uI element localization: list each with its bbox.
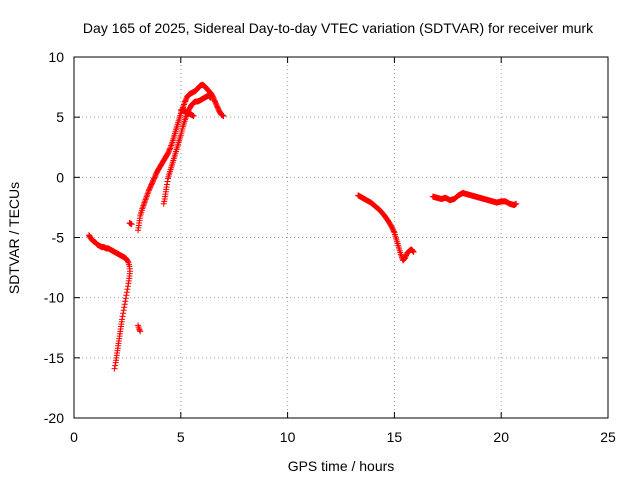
data-point xyxy=(124,258,131,265)
data-point xyxy=(122,298,129,305)
data-point xyxy=(166,146,173,153)
data-point xyxy=(410,248,417,255)
data-point xyxy=(190,112,197,119)
data-point xyxy=(206,93,213,100)
data-point xyxy=(207,94,214,101)
x-tick-labels: 0 5 10 15 20 25 xyxy=(70,429,616,445)
data-point xyxy=(207,94,214,101)
y-tick-label: 10 xyxy=(48,49,64,65)
x-tick-label: 15 xyxy=(387,429,403,445)
data-point xyxy=(122,295,129,302)
x-tick-label: 0 xyxy=(70,429,78,445)
data-point xyxy=(128,221,135,228)
data-point xyxy=(137,328,144,335)
data-point xyxy=(121,301,128,308)
data-point xyxy=(124,283,131,290)
y-tick-label: -20 xyxy=(44,410,64,426)
data-point xyxy=(220,112,227,119)
x-tick-label: 20 xyxy=(493,429,509,445)
x-axis-label: GPS time / hours xyxy=(288,458,395,474)
data-point xyxy=(119,313,126,320)
data-point xyxy=(123,289,130,296)
data-point xyxy=(390,228,397,235)
y-tick-label: 0 xyxy=(56,169,64,185)
data-point xyxy=(121,304,128,311)
grid-lines xyxy=(74,57,608,418)
y-tick-label: -10 xyxy=(44,290,64,306)
data-points xyxy=(85,81,520,372)
x-tick-label: 10 xyxy=(280,429,296,445)
x-tick-label: 5 xyxy=(177,429,185,445)
y-tick-label: 5 xyxy=(56,109,64,125)
y-tick-labels: -20 -15 -10 -5 0 5 10 xyxy=(44,49,64,426)
axis-ticks xyxy=(73,56,609,419)
data-point xyxy=(409,247,416,254)
y-axis-label: SDTVAR / TECUs xyxy=(6,182,22,294)
data-point xyxy=(163,181,170,188)
data-point xyxy=(123,292,130,299)
chart-title: Day 165 of 2025, Sidereal Day-to-day VTE… xyxy=(83,20,594,36)
data-point xyxy=(513,200,520,207)
y-tick-label: -5 xyxy=(52,230,65,246)
data-point xyxy=(120,307,127,314)
data-point xyxy=(125,280,132,287)
data-point xyxy=(120,310,127,317)
y-tick-label: -15 xyxy=(44,350,64,366)
data-point xyxy=(164,178,171,185)
data-point xyxy=(410,248,417,255)
data-point xyxy=(112,359,119,366)
data-point xyxy=(112,362,119,369)
data-point xyxy=(124,286,131,293)
data-point xyxy=(136,327,143,334)
x-tick-label: 25 xyxy=(600,429,616,445)
data-point xyxy=(111,365,118,372)
